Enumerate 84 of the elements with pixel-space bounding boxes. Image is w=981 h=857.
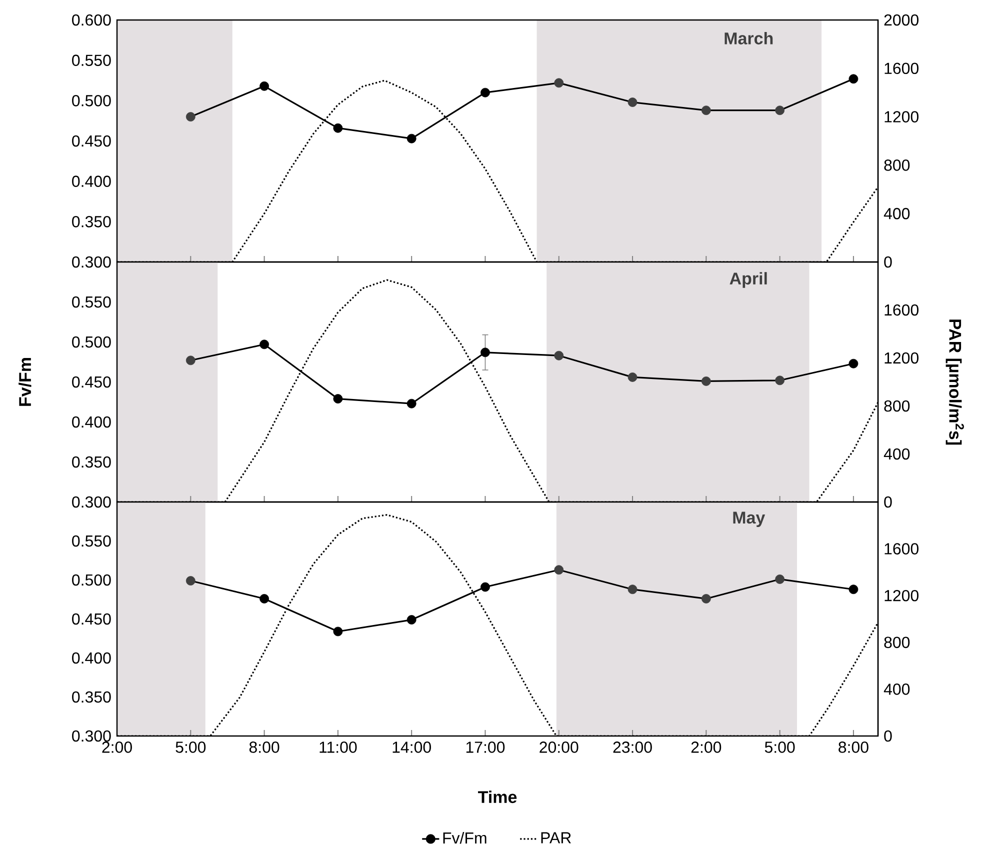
y2-tick-label: 1600	[884, 543, 918, 554]
point	[701, 376, 711, 386]
y-tick-label: 0.350	[72, 456, 111, 468]
text: April	[730, 272, 767, 288]
y-tick-label: 0.450	[72, 135, 111, 147]
legend-label: PAR	[541, 832, 571, 844]
y-tick-label: 0.350	[72, 691, 111, 703]
y-tick-label: 0.400	[72, 416, 111, 428]
y2-tick-label: 1200	[884, 111, 918, 122]
y2-tick-label: 800	[884, 636, 910, 648]
point	[701, 106, 711, 116]
y-tick-label: 0.300	[72, 730, 111, 742]
point	[848, 358, 858, 368]
y-tick-label: 0.450	[72, 376, 111, 388]
y-tick-label: 0.350	[72, 216, 111, 228]
point	[406, 615, 416, 624]
legend-label: Fv/Fm	[443, 832, 486, 844]
y2-tick-label: 1200	[884, 590, 918, 602]
point	[406, 398, 416, 408]
point	[186, 356, 196, 366]
x-tick-label: 23:00	[613, 742, 652, 753]
y-tick-label: 0.500	[72, 574, 111, 586]
x-tick-label: 20:00	[540, 742, 578, 753]
y2-tick-label: 0	[884, 256, 892, 268]
point	[848, 584, 858, 594]
y2-tick-label: 1200	[884, 352, 918, 364]
x-tick-label: 8:00	[249, 742, 280, 753]
point	[848, 74, 858, 84]
point	[260, 594, 269, 604]
y-tick-label: 0.450	[72, 613, 111, 625]
x-tick-label: 14:00	[392, 742, 431, 753]
point	[480, 88, 490, 98]
y2-tick-label: 400	[884, 208, 910, 220]
x-tick-label: 2:00	[691, 742, 722, 753]
y2-tick-label: 0	[884, 730, 892, 742]
point	[333, 394, 343, 404]
y-tick-label: 0.300	[72, 496, 111, 508]
y-tick-label: 0.400	[72, 652, 111, 664]
y2-tick-label: 400	[884, 684, 910, 695]
x-tick-label: 17:00	[466, 742, 505, 753]
y-tick-label: 0.500	[72, 336, 111, 348]
point	[186, 112, 196, 122]
y2-tick-label: 2000	[884, 14, 918, 26]
x-tick-label: 5:00	[176, 742, 206, 753]
y2-axis-title: PAR [µmol/m$^{2}$s]	[946, 320, 964, 445]
point	[480, 348, 490, 358]
x-tick-label: 2:00	[102, 742, 132, 753]
point	[406, 134, 416, 144]
point	[701, 594, 711, 604]
point	[554, 78, 564, 88]
point	[333, 626, 343, 636]
y2-tick-label: 0	[884, 496, 892, 508]
y2-tick-label: 800	[884, 160, 910, 171]
x-tick-label: 5:00	[764, 742, 795, 753]
point	[775, 376, 785, 386]
point	[260, 81, 269, 91]
point	[628, 372, 638, 382]
y-tick-label: 0.550	[72, 54, 111, 66]
point	[186, 576, 196, 586]
text: March	[724, 32, 773, 44]
x-tick-label: 8:00	[838, 742, 868, 753]
point	[333, 123, 343, 133]
x-axis-title: Time	[478, 790, 517, 804]
point	[554, 565, 564, 575]
y-tick-label: 0.400	[72, 176, 111, 187]
y2-tick-label: 400	[884, 448, 910, 460]
y-axis-title: Fv/Fm	[18, 358, 32, 406]
point	[628, 584, 638, 594]
x-tick-label: 11:00	[320, 742, 357, 753]
point	[775, 106, 785, 116]
point	[775, 574, 785, 584]
y2-tick-label: 800	[884, 400, 910, 412]
y-tick-label: 0.300	[72, 256, 111, 268]
point	[628, 98, 638, 107]
y2-tick-label: 1600	[884, 304, 918, 316]
y-tick-label: 0.500	[72, 95, 111, 106]
point	[480, 582, 490, 592]
y-tick-label: 0.550	[72, 296, 111, 308]
text: May	[733, 512, 766, 528]
y-tick-label: 0.550	[72, 535, 111, 547]
y-tick-label: 0.600	[72, 14, 111, 26]
point	[554, 350, 564, 360]
point	[260, 340, 269, 350]
y2-tick-label: 1600	[884, 62, 918, 74]
